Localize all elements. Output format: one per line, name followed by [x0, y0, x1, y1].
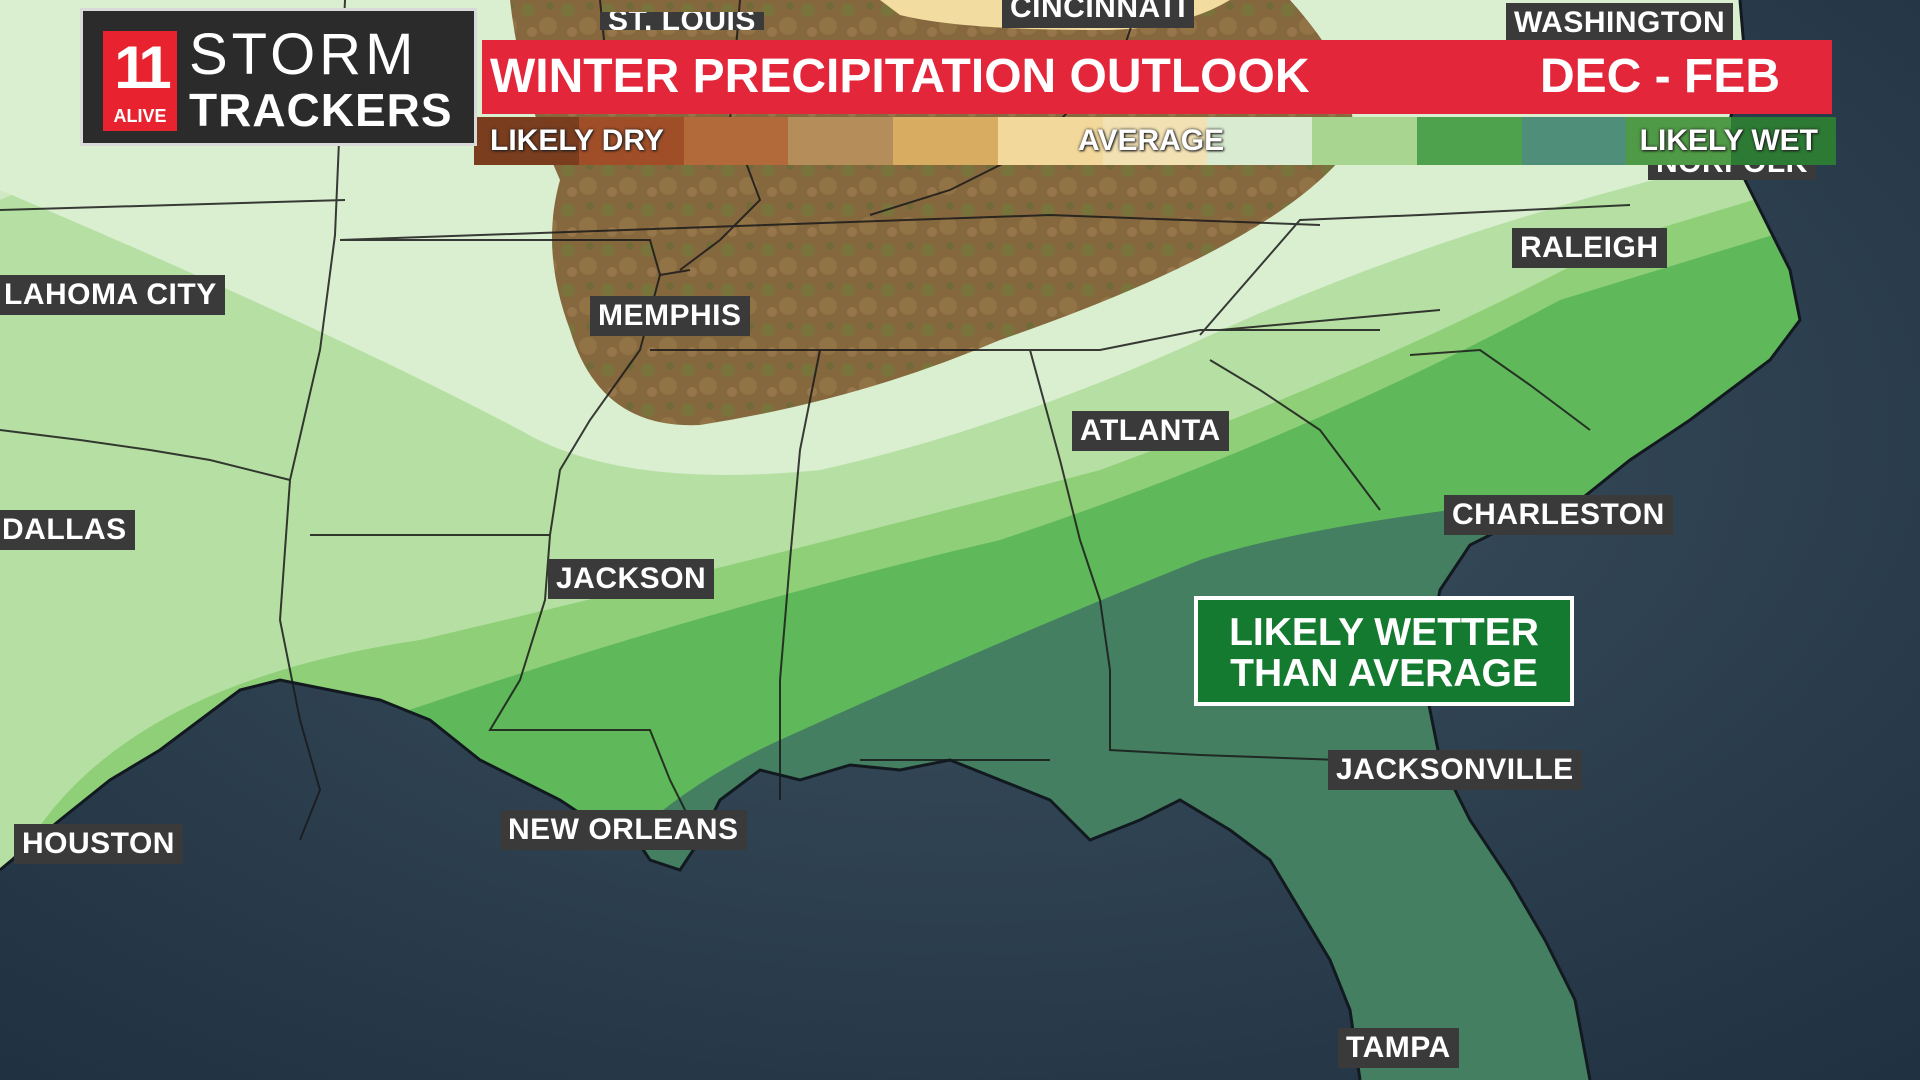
precipitation-legend: LIKELY DRY AVERAGE LIKELY WET — [474, 117, 1836, 165]
city-label-houston: HOUSTON — [14, 824, 183, 864]
legend-swatch — [1626, 117, 1732, 165]
legend-label-wet: LIKELY WET — [1639, 124, 1818, 157]
city-label-st-louis: ST. LOUIS — [600, 12, 764, 30]
city-label-atlanta: ATLANTA — [1072, 411, 1229, 451]
state-borders — [0, 0, 1631, 841]
legend-swatch — [683, 117, 789, 165]
city-label-tampa: TAMPA — [1338, 1028, 1459, 1068]
legend-swatch — [1416, 117, 1522, 165]
city-label-oklahoma-city: LAHOMA CITY — [0, 275, 225, 315]
callout-line-1: LIKELY WETTER — [1229, 611, 1539, 654]
station-11-icon: 11 ALIVE — [103, 31, 177, 131]
legend-swatch — [788, 117, 894, 165]
city-label-charleston: CHARLESTON — [1444, 495, 1673, 535]
legend-swatch — [1312, 117, 1417, 165]
logo-line-storm: STORM — [189, 22, 418, 87]
legend-swatch — [1102, 117, 1208, 165]
legend-swatch — [1207, 117, 1313, 165]
outlook-period: DEC - FEB — [1540, 50, 1780, 103]
city-label-new-orleans: NEW ORLEANS — [500, 810, 747, 850]
storm-trackers-logo: 11 ALIVE STORM TRACKERS — [80, 8, 477, 146]
callout-line-2: THAN AVERAGE — [1230, 652, 1538, 695]
legend-swatch — [474, 117, 579, 165]
outlook-title: WINTER PRECIPITATION OUTLOOK — [490, 50, 1310, 103]
legend-swatch — [578, 117, 684, 165]
logo-station: ALIVE — [113, 106, 167, 126]
logo-number: 11 — [114, 34, 171, 101]
wetter-than-average-callout: LIKELY WETTER THAN AVERAGE — [1194, 596, 1574, 706]
city-label-dallas: DALLAS — [0, 510, 135, 550]
title-bar: WINTER PRECIPITATION OUTLOOK DEC - FEB — [482, 40, 1832, 114]
legend-swatch — [893, 117, 998, 165]
city-label-washington: WASHINGTON — [1506, 3, 1734, 43]
legend-label-dry: LIKELY DRY — [490, 124, 664, 157]
legend-color-scale — [474, 117, 1836, 165]
city-label-jackson: JACKSON — [548, 559, 715, 599]
legend-swatch — [997, 117, 1103, 165]
city-label-cincinnati: CINCINNATI — [1002, 0, 1195, 28]
city-label-jacksonville: JACKSONVILLE — [1328, 750, 1582, 790]
city-label-memphis: MEMPHIS — [590, 296, 750, 336]
city-label-raleigh: RALEIGH — [1512, 228, 1667, 268]
legend-swatch — [1731, 117, 1836, 165]
legend-label-average: AVERAGE — [1078, 124, 1225, 157]
logo-line-trackers: TRACKERS — [189, 84, 453, 136]
legend-swatch — [1521, 117, 1627, 165]
